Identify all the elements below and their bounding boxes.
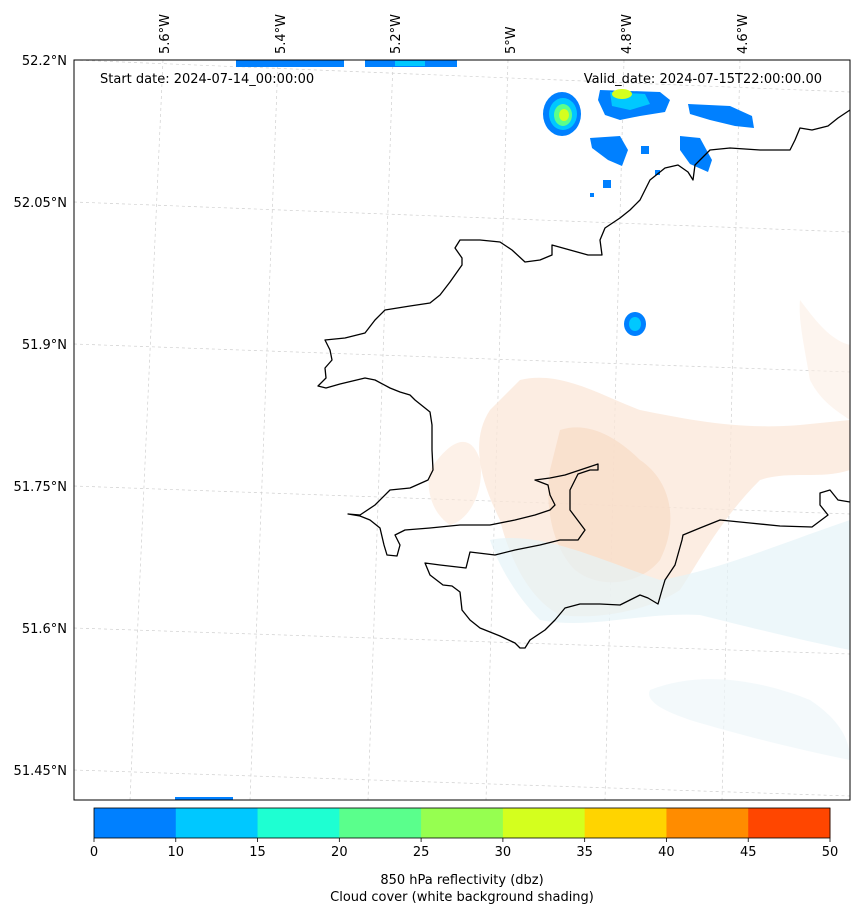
colorbar-tick-label: 40 [658, 845, 675, 860]
lon-label: 5.4°W [274, 14, 289, 54]
colorbar-ticks: 0 10 15 20 25 30 35 40 45 50 [90, 838, 838, 860]
colorbar-tick-label: 20 [331, 845, 348, 860]
longitude-labels: 5.6°W 5.4°W 5.2°W 5°W 4.8°W 4.6°W [158, 14, 751, 54]
lat-label: 52.05°N [14, 196, 67, 211]
colorbar-swatch [502, 808, 586, 838]
lat-label: 52.2°N [22, 54, 67, 69]
lon-label: 4.8°W [620, 14, 635, 54]
colorbar-label-line1: 850 hPa reflectivity (dbz) [380, 873, 543, 888]
colorbar-swatch [584, 808, 667, 838]
colorbar-tick-label: 35 [576, 845, 593, 860]
colorbar-tick-label: 30 [495, 845, 512, 860]
colorbar-border [93, 807, 831, 839]
colorbar-tick-label: 0 [90, 845, 98, 860]
colorbar-swatch [257, 808, 340, 838]
reflectivity-patches [175, 60, 754, 800]
latitude-labels: 52.2°N 52.05°N 51.9°N 51.75°N 51.6°N 51.… [14, 54, 67, 779]
lat-label: 51.75°N [14, 480, 67, 495]
coastline [317, 109, 850, 649]
colorbar-swatch [666, 808, 749, 838]
colorbar-label-line2: Cloud cover (white background shading) [330, 890, 594, 905]
colorbar-swatch [339, 808, 422, 838]
colorbar-tick-label: 15 [249, 845, 266, 860]
valid-date-label: Valid_date: 2024-07-15T22:00:00.00 [584, 72, 822, 87]
colorbar-swatch [94, 808, 177, 838]
start-date-label: Start date: 2024-07-14_00:00:00 [100, 72, 314, 87]
colorbar-tick-label: 50 [822, 845, 839, 860]
map-panel: Start date: 2024-07-14_00:00:00 Valid_da… [74, 60, 850, 800]
colorbar-swatch [421, 808, 504, 838]
lat-label: 51.9°N [22, 338, 67, 353]
colorbar-tick-label: 45 [740, 845, 757, 860]
colorbar-tick-label: 25 [413, 845, 430, 860]
lat-label: 51.45°N [14, 764, 67, 779]
lat-label: 51.6°N [22, 622, 67, 637]
lon-label: 5.2°W [389, 14, 404, 54]
colorbar-tick-label: 10 [168, 845, 185, 860]
colorbar: 0 10 15 20 25 30 35 40 45 50 850 hPa reflectivity… [90, 807, 838, 905]
lon-label: 4.6°W [736, 14, 751, 54]
cloud-cover-shading [428, 300, 850, 760]
lon-label: 5°W [504, 26, 519, 54]
colorbar-swatch [175, 808, 259, 838]
colorbar-swatches [94, 808, 831, 838]
colorbar-swatch [748, 808, 831, 838]
lon-label: 5.6°W [158, 14, 173, 54]
map-border [73, 59, 851, 801]
